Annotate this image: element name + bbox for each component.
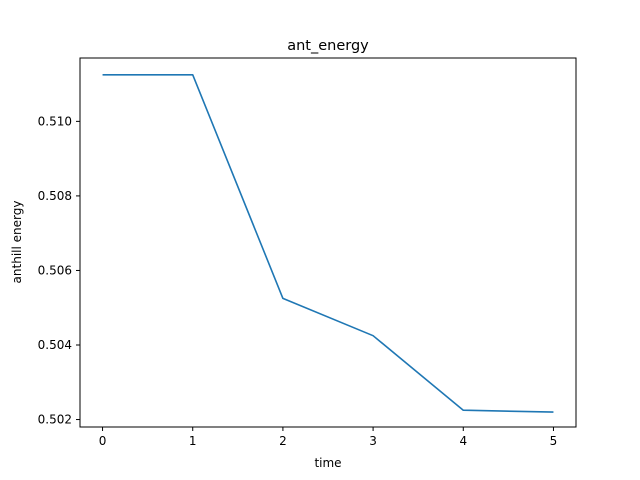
plot-area	[80, 58, 576, 427]
y-axis-ticks: 0.502 0.504 0.506 0.508 0.510	[38, 114, 80, 427]
y-tick-label: 0.506	[38, 263, 72, 277]
x-tick-label: 0	[99, 434, 107, 448]
x-tick-label: 3	[369, 434, 377, 448]
series-layer	[102, 73, 554, 413]
x-axis-label: time	[314, 456, 341, 470]
x-axis-ticks: 0 1 2 3 4 5	[99, 427, 558, 448]
x-tick-label: 4	[459, 434, 467, 448]
x-tick-label: 2	[279, 434, 287, 448]
plot-frame	[79, 57, 577, 428]
x-tick-label: 5	[550, 434, 558, 448]
x-tick-label: 1	[189, 434, 197, 448]
series-line	[102, 73, 554, 413]
y-tick-label: 0.504	[38, 338, 72, 352]
y-tick-label: 0.508	[38, 189, 72, 203]
y-axis-label: anthill energy	[10, 201, 24, 284]
chart-title: ant_energy	[287, 38, 369, 54]
y-tick-label: 0.510	[38, 114, 72, 128]
y-tick-label: 0.502	[38, 413, 72, 427]
